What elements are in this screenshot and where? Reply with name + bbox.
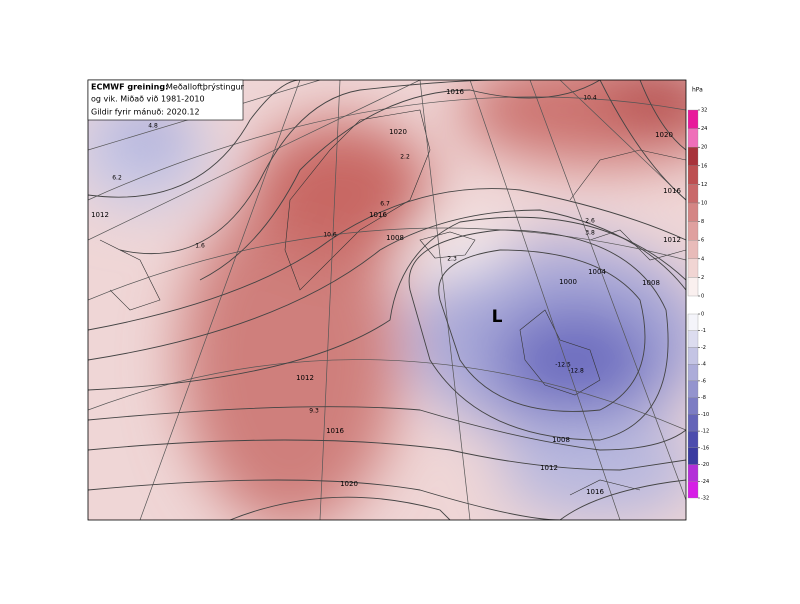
colorbar-tick-label: 4 [701, 256, 704, 262]
isobar-label: 1016 [586, 488, 604, 496]
colorbar-swatch [687, 147, 699, 166]
isobar-label: 1020 [340, 480, 358, 488]
colorbar-tick-label: -2 [701, 345, 706, 351]
colorbar-swatch [687, 109, 699, 129]
colorbar-tick-label: -1 [701, 328, 706, 334]
colorbar-tick-label: 32 [701, 108, 707, 114]
colorbar-tick-label: -8 [701, 395, 706, 401]
coastline [284, 109, 431, 291]
anomaly-label: 10.6 [323, 232, 337, 239]
colorbar-swatch [687, 464, 699, 482]
low-marker: L [492, 307, 503, 327]
isobar-label: 1020 [655, 131, 673, 139]
colorbar-swatch [687, 380, 699, 398]
colorbar-swatch [687, 202, 699, 222]
isobar-label: 1008 [386, 234, 404, 242]
colorbar-swatch [687, 240, 699, 259]
colorbar-swatch [687, 414, 699, 432]
anomaly-label: -12.8 [568, 368, 584, 375]
isobar-label: 1020 [389, 128, 407, 136]
anomaly-field [88, 80, 686, 520]
coastline [419, 231, 476, 259]
anomaly-label: 1.6 [195, 243, 205, 250]
colorbar-tick-label: -10 [701, 412, 709, 418]
colorbar-tick-label: 24 [701, 126, 707, 132]
anomaly-label: 6.2 [112, 175, 122, 182]
title-bold: ECMWF greining: [91, 83, 168, 92]
colorbar-unit: hPa [692, 87, 703, 94]
isobar-label: 1012 [296, 374, 314, 382]
colorbar-swatch [687, 165, 699, 185]
subtitle: og vik. Miðað við 1981-2010 [91, 95, 205, 104]
colorbar-swatch [687, 277, 699, 297]
valid-date: Gildir fyrir mánuð: 2020.12 [91, 108, 200, 117]
colorbar-tick-label: -16 [701, 445, 709, 451]
title-box: ECMWF greining: Meðalloftþrýstingur og v… [87, 79, 245, 121]
isobar-label: 1012 [91, 211, 109, 219]
isobars [88, 80, 686, 520]
isobar-label: 1008 [642, 279, 660, 287]
colorbar-tick-label: -4 [701, 362, 706, 368]
colorbar-tick-label: 6 [701, 238, 704, 244]
title-text: Meðalloftþrýstingur [166, 83, 245, 92]
isobar-label: 1000 [559, 278, 577, 286]
colorbar-tick-label: 16 [701, 163, 707, 169]
colorbar-tick-label: 12 [701, 182, 707, 188]
anomaly-label: 2.3 [447, 256, 457, 263]
colorbar-swatch [687, 397, 699, 415]
anomaly-label: 3.8 [585, 230, 595, 237]
colorbar-swatch [687, 221, 699, 241]
colorbar-swatch [687, 430, 699, 448]
colorbar-tick-label: -32 [701, 496, 709, 502]
colorbar-tick-label: 10 [701, 201, 707, 207]
coastline [99, 239, 641, 496]
colorbar-swatch [687, 258, 699, 278]
meridians [88, 80, 686, 520]
colorbar-tick-label: -12 [701, 429, 709, 435]
colorbar-tick-label: 0 [701, 294, 704, 300]
colorbar-swatch [687, 481, 699, 499]
colorbar-swatch [687, 347, 699, 365]
colorbar-swatch [687, 447, 699, 465]
isobar-label: 1016 [446, 88, 464, 96]
isobar-label: 1012 [540, 464, 558, 472]
colorbar-tick-label: -20 [701, 462, 709, 468]
colorbar-tick-label: -24 [701, 479, 709, 485]
isobar-label: 1008 [552, 436, 570, 444]
anomaly-label: 6.7 [380, 201, 390, 208]
map-frame [87, 79, 687, 521]
colorbar-swatch [687, 128, 699, 148]
anomaly-label: 9.3 [309, 408, 319, 415]
isobar-label: 1004 [588, 268, 606, 276]
isobar-label: 1016 [326, 427, 344, 435]
anomaly-label: 4.8 [148, 123, 158, 130]
isobar-label: 1016 [663, 187, 681, 195]
coastline [519, 309, 601, 396]
colorbar-swatch [687, 313, 699, 331]
colorbar-tick-label: 8 [701, 219, 704, 225]
anomaly-label: -12.5 [555, 362, 571, 369]
isobar-label: 1016 [369, 211, 387, 219]
colorbar-tick-label: 0 [701, 312, 704, 318]
colorbar-swatch [687, 184, 699, 204]
colorbar-swatch [687, 364, 699, 382]
anomaly-label: 2.2 [400, 154, 410, 161]
colorbar-tick-label: 2 [701, 275, 704, 281]
anomaly-label: 10.4 [583, 95, 597, 102]
colorbar-tick-label: -6 [701, 378, 706, 384]
anomaly-label: 2.6 [585, 218, 595, 225]
colorbar-tick-label: 20 [701, 145, 707, 151]
isobar-label: 1012 [663, 236, 681, 244]
colorbar-swatch [687, 330, 699, 348]
